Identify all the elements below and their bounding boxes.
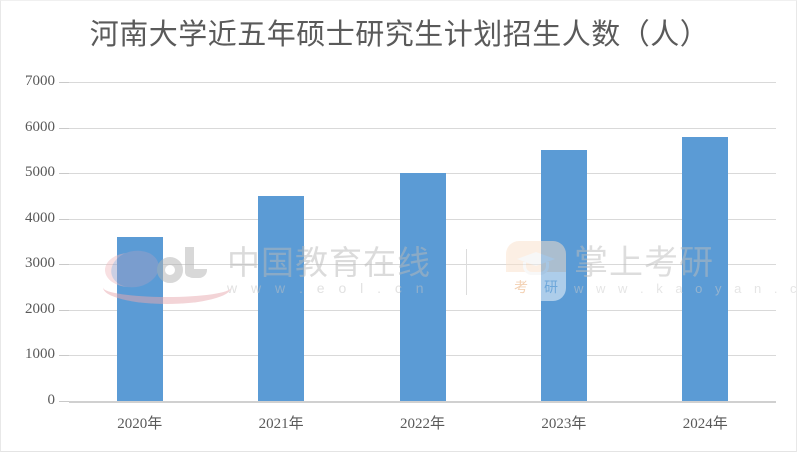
y-axis-tick-mark bbox=[59, 355, 69, 357]
y-axis-tick-label: 4000 bbox=[25, 209, 55, 226]
y-axis-tick-label: 1000 bbox=[25, 346, 55, 363]
y-axis-tick-mark bbox=[59, 82, 69, 83]
bar[interactable] bbox=[399, 173, 446, 401]
y-axis-tick-mark bbox=[59, 218, 69, 220]
gridline bbox=[69, 127, 776, 129]
y-axis-tick-mark bbox=[59, 173, 69, 175]
gridline bbox=[69, 82, 776, 83]
bar[interactable] bbox=[116, 236, 163, 401]
bar[interactable] bbox=[682, 136, 729, 401]
y-axis-tick-mark bbox=[59, 127, 69, 129]
x-axis-tick-label: 2023年 bbox=[541, 416, 587, 432]
y-axis-tick-label: 0 bbox=[47, 392, 56, 408]
gridline bbox=[69, 401, 776, 403]
chart-title: 河南大学近五年硕士研究生计划招生人数（人） bbox=[89, 19, 710, 51]
y-axis-tick-mark bbox=[59, 401, 69, 402]
y-axis-tick-label: 7000 bbox=[25, 73, 55, 89]
x-axis-tick-label: 2022年 bbox=[399, 416, 445, 432]
x-axis-tick-label: 2024年 bbox=[682, 416, 728, 432]
y-axis-tick-label: 2000 bbox=[25, 300, 55, 317]
plot-area bbox=[69, 82, 776, 403]
y-axis-tick-label: 6000 bbox=[25, 118, 55, 135]
bar[interactable] bbox=[258, 195, 305, 401]
y-axis-tick-label: 5000 bbox=[25, 164, 55, 181]
y-axis-tick-label: 3000 bbox=[25, 255, 55, 272]
x-axis-tick-label: 2020年 bbox=[117, 416, 163, 432]
y-axis-tick-mark bbox=[59, 309, 69, 311]
bar[interactable] bbox=[540, 150, 587, 401]
x-axis-tick-label: 2021年 bbox=[258, 416, 304, 432]
y-axis-tick-mark bbox=[59, 264, 69, 266]
